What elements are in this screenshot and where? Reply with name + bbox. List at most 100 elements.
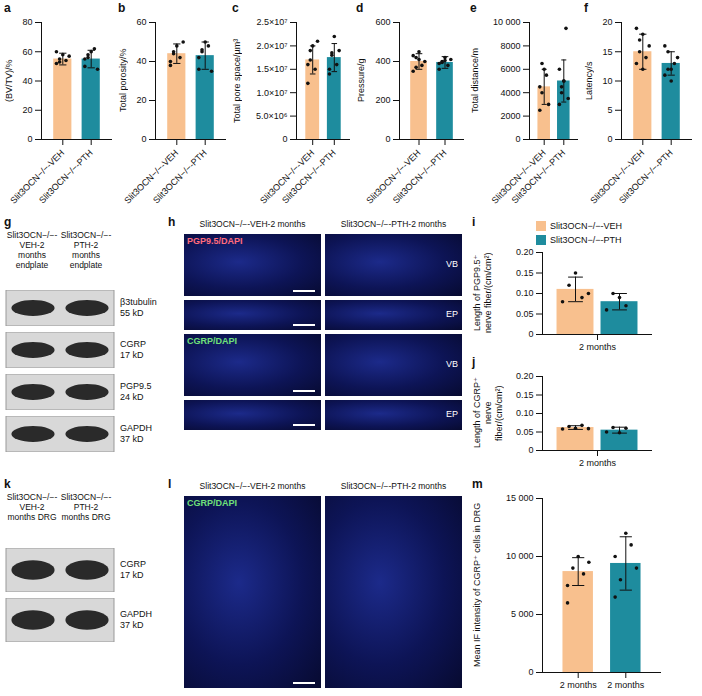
svg-text:40: 40	[22, 76, 32, 86]
svg-text:2 months: 2 months	[579, 342, 617, 352]
svg-text:0.05: 0.05	[516, 309, 534, 319]
html-text:PGP9.5: PGP9.5	[120, 381, 152, 391]
html-text:55 kD: 55 kD	[120, 308, 144, 318]
svg-text:400: 400	[375, 56, 390, 66]
svg-text:20: 20	[22, 105, 32, 115]
svg-text:0.15: 0.15	[516, 390, 534, 400]
html-text:PGP9.5/DAPI: PGP9.5/DAPI	[187, 236, 243, 246]
svg-text:15: 15	[602, 47, 612, 57]
html-text:Slit3OCN−/−-PTH: Slit3OCN−/−-PTH	[550, 234, 622, 245]
svg-text:5: 5	[607, 105, 612, 115]
svg-text:0: 0	[528, 445, 533, 455]
html-text:Slit3OCN−/−-PTH-2 months endpl: Slit3OCN−/−-PTH-2 months endplate	[60, 230, 112, 270]
svg-text:10 000: 10 000	[506, 551, 534, 561]
html-text:β3tubulin: β3tubulin	[120, 297, 157, 307]
svg-text:0: 0	[607, 134, 612, 144]
svg-text:5 000: 5 000	[511, 609, 534, 619]
html-text:Total porosity/%: Total porosity/%	[118, 48, 128, 113]
html-text:EP: EP	[446, 409, 458, 419]
html-text:Slit3OCN−/−-PTH-2 months: Slit3OCN−/−-PTH-2 months	[340, 481, 447, 491]
svg-text:0: 0	[528, 329, 533, 339]
html-text:Slit3OCN−/−-PTH-2 months DRG: Slit3OCN−/−-PTH-2 months DRG	[60, 492, 112, 522]
svg-text:Slit3OCN−/−-PTH: Slit3OCN−/−-PTH	[510, 148, 568, 206]
svg-text:60: 60	[22, 47, 32, 57]
svg-text:10: 10	[602, 76, 612, 86]
html-text:24 kD: 24 kD	[120, 392, 144, 402]
html-text:Latency/s: Latency/s	[584, 61, 594, 100]
html-text:17 kD: 17 kD	[120, 350, 144, 360]
svg-text:Slit3OCN−/−-VEH: Slit3OCN−/−-VEH	[122, 147, 181, 206]
html-text:Slit3OCN−/−-VEH-2 months endpl: Slit3OCN−/−-VEH-2 months endplate	[6, 230, 58, 270]
svg-text:0: 0	[385, 134, 390, 144]
html-text:GAPDH: GAPDH	[120, 423, 152, 433]
svg-text:2 months: 2 months	[579, 458, 617, 468]
svg-text:Slit3OCN−/−-VEH: Slit3OCN−/−-VEH	[489, 147, 548, 206]
html-text:17 kD: 17 kD	[120, 570, 144, 580]
html-text:Pressure/g: Pressure/g	[356, 58, 366, 103]
svg-text:Slit3OCN−/−-VEH: Slit3OCN−/−-VEH	[8, 147, 67, 206]
html-text:Slit3OCN−/−-VEH: Slit3OCN−/−-VEH	[550, 220, 622, 231]
html-text:VB: VB	[446, 259, 458, 269]
html-text:VB: VB	[446, 359, 458, 369]
svg-text:0.10: 0.10	[516, 408, 534, 418]
html-text:CGRP: CGRP	[120, 559, 146, 569]
html-text:Slit3OCN−/−-VEH-2 months DRG: Slit3OCN−/−-VEH-2 months DRG	[6, 492, 58, 522]
svg-text:40: 40	[136, 56, 146, 66]
svg-text:Slit3OCN−/−-PTH: Slit3OCN−/−-PTH	[37, 148, 95, 206]
svg-text:6000: 6000	[500, 64, 520, 74]
svg-text:Slit3OCN−/−-VEH: Slit3OCN−/−-VEH	[364, 147, 423, 206]
svg-text:80: 80	[22, 17, 32, 27]
svg-text:1.5×10⁷: 1.5×10⁷	[256, 64, 287, 74]
html-text:b: b	[118, 1, 126, 15]
svg-text:8000: 8000	[500, 41, 520, 51]
svg-text:15 000: 15 000	[506, 493, 534, 503]
svg-text:Slit3OCN−/−-PTH: Slit3OCN−/−-PTH	[151, 148, 209, 206]
svg-text:10 000: 10 000	[493, 17, 521, 27]
svg-text:0: 0	[528, 667, 533, 677]
html-text:Length of CGRP⁺ nerve fiber/(c: Length of CGRP⁺ nerve fiber/(cm/cm²)	[472, 377, 504, 449]
svg-text:0.05: 0.05	[516, 427, 534, 437]
svg-text:0: 0	[27, 134, 32, 144]
svg-text:2 months: 2 months	[607, 680, 645, 690]
svg-text:20: 20	[602, 17, 612, 27]
svg-text:0.10: 0.10	[516, 288, 534, 298]
html-text:Total distance/m: Total distance/m	[470, 48, 480, 113]
html-text:m: m	[472, 477, 483, 491]
html-text:Slit3OCN−/−-VEH-2 months: Slit3OCN−/−-VEH-2 months	[199, 219, 306, 229]
svg-text:2 months: 2 months	[560, 680, 598, 690]
svg-text:5.0×10⁶: 5.0×10⁶	[256, 111, 288, 121]
html-text:(BV/TV)/%: (BV/TV)/%	[4, 59, 14, 102]
svg-text:60: 60	[136, 17, 146, 27]
html-text:Total pore space/µm³: Total pore space/µm³	[232, 38, 242, 123]
svg-text:Slit3OCN−/−-PTH: Slit3OCN−/−-PTH	[280, 148, 338, 206]
html-text:CGRP: CGRP	[120, 339, 146, 349]
svg-text:0.15: 0.15	[516, 268, 534, 278]
svg-text:Slit3OCN−/−-PTH: Slit3OCN−/−-PTH	[391, 148, 449, 206]
svg-text:0: 0	[282, 134, 287, 144]
html-text:Slit3OCN−/−-PTH-2 months: Slit3OCN−/−-PTH-2 months	[340, 219, 447, 229]
html-text:Mean IF intensity of CGRP⁺ cel: Mean IF intensity of CGRP⁺ cells in DRG	[472, 502, 482, 668]
svg-text:0.20: 0.20	[516, 247, 534, 257]
html-text:EP: EP	[446, 309, 458, 319]
svg-text:2.5×10⁷: 2.5×10⁷	[256, 17, 287, 27]
html-text:37 kD: 37 kD	[120, 434, 144, 444]
html-text:CGRP/DAPI: CGRP/DAPI	[187, 498, 237, 508]
svg-text:20: 20	[136, 95, 146, 105]
svg-text:2000: 2000	[500, 111, 520, 121]
html-text:Slit3OCN−/−-VEH-2 months: Slit3OCN−/−-VEH-2 months	[199, 481, 306, 491]
svg-text:Slit3OCN−/−-PTH: Slit3OCN−/−-PTH	[617, 148, 675, 206]
svg-text:0: 0	[141, 134, 146, 144]
svg-text:Slit3OCN−/−-VEH: Slit3OCN−/−-VEH	[258, 147, 317, 206]
svg-text:0.20: 0.20	[516, 371, 534, 381]
svg-text:2.0×10⁷: 2.0×10⁷	[256, 41, 287, 51]
svg-text:4000: 4000	[500, 88, 520, 98]
html-text:GAPDH: GAPDH	[120, 609, 152, 619]
svg-text:600: 600	[375, 17, 390, 27]
html-text:Length of PGP9.5⁺ nerve fiber/: Length of PGP9.5⁺ nerve fiber/(cm/cm²)	[472, 252, 493, 334]
svg-text:0: 0	[515, 134, 520, 144]
html-text:CGRP/DAPI: CGRP/DAPI	[187, 336, 237, 346]
svg-text:1.0×10⁷: 1.0×10⁷	[256, 88, 287, 98]
svg-text:200: 200	[375, 95, 390, 105]
html-text:37 kD: 37 kD	[120, 620, 144, 630]
svg-text:Slit3OCN−/−-VEH: Slit3OCN−/−-VEH	[588, 147, 647, 206]
